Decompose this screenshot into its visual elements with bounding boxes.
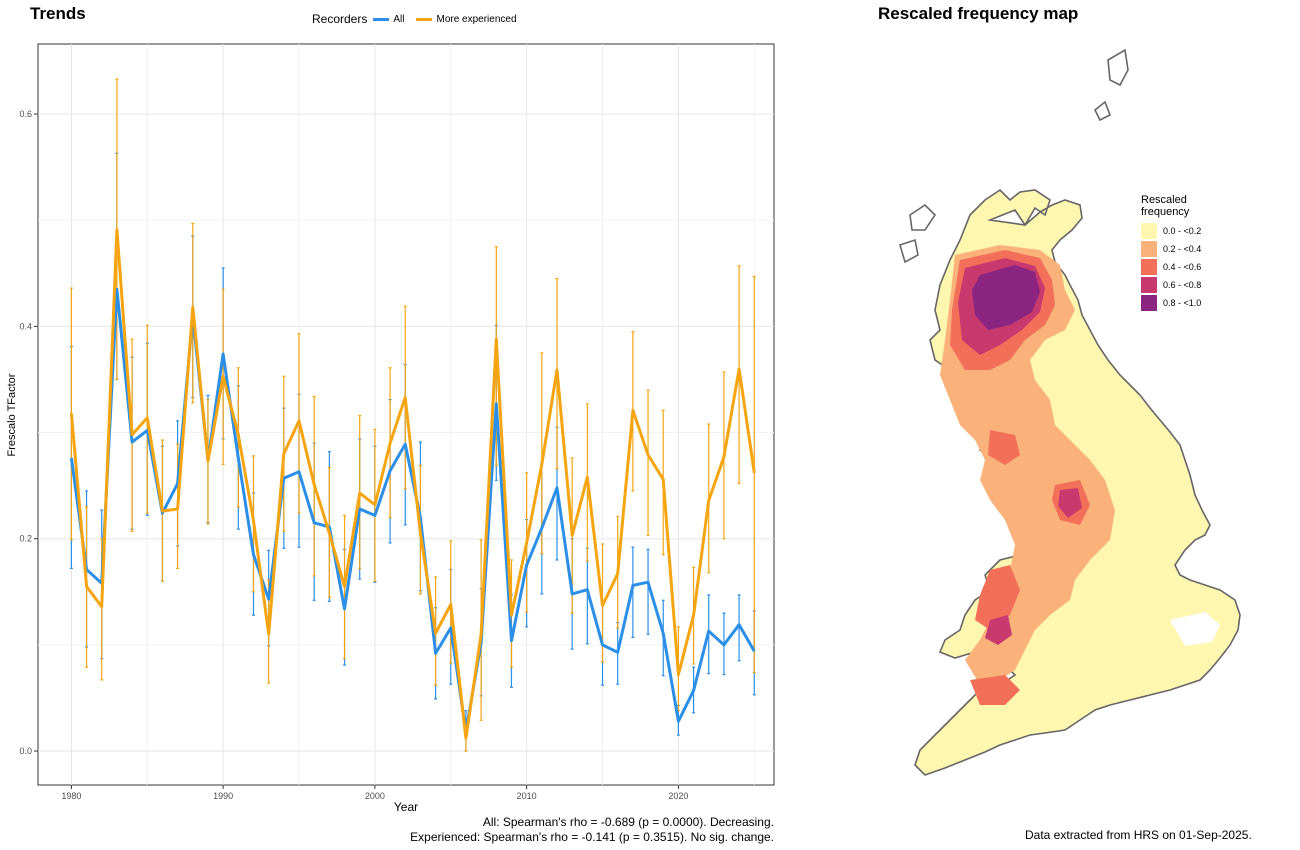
map-legend-row: 0.2 - <0.4 xyxy=(1141,240,1201,258)
map-legend-title: Rescaled frequency xyxy=(1141,194,1190,218)
map-title: Rescaled frequency map xyxy=(878,4,1079,23)
map-legend-row: 0.8 - <1.0 xyxy=(1141,294,1201,312)
axis-ticks: 1980 1990 2000 2010 2020 0.0 0.2 0.4 0.6 xyxy=(19,109,688,801)
y-tick-label: 0.2 xyxy=(19,534,32,544)
footer-note: Data extracted from HRS on 01-Sep-2025. xyxy=(1025,828,1252,842)
legend-label-experienced: More experienced xyxy=(436,13,517,25)
band-0-8-1-0 xyxy=(972,265,1040,330)
urban-gap-london xyxy=(1170,612,1220,646)
chart-legend: Recorders All More experienced xyxy=(312,12,523,26)
band-0-4-0-6 xyxy=(950,250,1090,705)
legend-item-experienced: More experienced xyxy=(416,13,517,25)
legend-label-all: All xyxy=(393,13,405,25)
legend-swatch-all xyxy=(373,17,390,21)
stats-all: All: Spearman's rho = -0.689 (p = 0.0000… xyxy=(482,815,774,829)
x-tick-label: 2000 xyxy=(365,791,385,801)
northern-isles xyxy=(1093,48,1129,122)
map-legend-row: 0.6 - <0.8 xyxy=(1141,276,1201,294)
series-lines xyxy=(69,228,756,740)
map-legend-label: 0.6 - <0.8 xyxy=(1163,280,1202,290)
x-tick-label: 1980 xyxy=(61,791,81,801)
legend-box xyxy=(1141,223,1157,239)
y-axis-label: Frescalo TFactor xyxy=(6,373,18,456)
map-legend-label: 0.8 - <1.0 xyxy=(1163,298,1202,308)
band-0-6-0-8 xyxy=(958,258,1082,645)
y-tick-label: 0.4 xyxy=(19,321,32,331)
map-legend-row: 0.0 - <0.2 xyxy=(1141,222,1201,240)
stats-experienced: Experienced: Spearman's rho = -0.141 (p … xyxy=(410,830,774,844)
x-tick-label: 2010 xyxy=(517,791,537,801)
legend-item-all: All xyxy=(373,14,404,25)
legend-box xyxy=(1141,241,1157,257)
legend-box xyxy=(1141,277,1157,293)
trends-title: Trends xyxy=(30,4,86,23)
map-legend-label: 0.4 - <0.6 xyxy=(1163,262,1202,272)
legend-swatch-experienced xyxy=(416,17,433,21)
series-line-experienced xyxy=(69,228,756,740)
legend-box xyxy=(1141,259,1157,275)
frequency-map xyxy=(899,48,1241,776)
trend-chart: 1980 1990 2000 2010 2020 0.0 0.2 0.4 0.6 Year Fr… xyxy=(6,43,775,814)
legend-title: Recorders xyxy=(312,12,368,26)
map-legend: Rescaled frequency 0.0 - <0.2 0.2 - <0.4… xyxy=(1141,194,1201,312)
map-legend-label: 0.0 - <0.2 xyxy=(1163,226,1202,236)
y-tick-label: 0.0 xyxy=(19,746,32,756)
hebrides xyxy=(899,203,937,264)
x-tick-label: 1990 xyxy=(213,791,233,801)
x-axis-label: Year xyxy=(394,800,418,814)
legend-box xyxy=(1141,295,1157,311)
map-base xyxy=(899,48,1241,776)
map-legend-label: 0.2 - <0.4 xyxy=(1163,244,1202,254)
x-tick-label: 2020 xyxy=(668,791,688,801)
map-frequency-layers xyxy=(940,245,1220,705)
map-legend-row: 0.4 - <0.6 xyxy=(1141,258,1201,276)
y-tick-label: 0.6 xyxy=(19,109,32,119)
